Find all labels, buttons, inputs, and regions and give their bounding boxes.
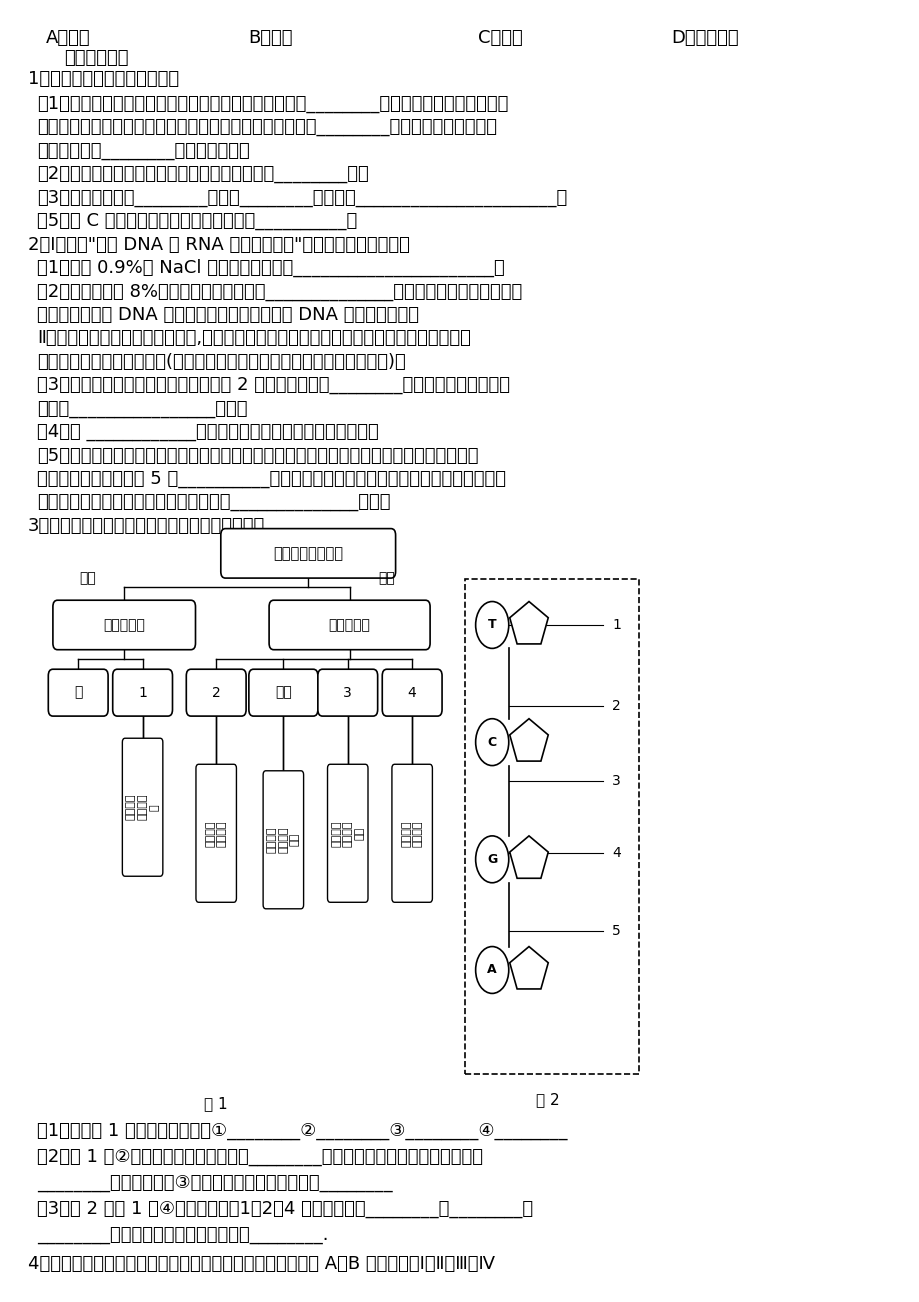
Text: （3）血液凝固时，________水变成________水，说明______________________。: （3）血液凝固时，________水变成________水，说明________…	[37, 189, 566, 207]
FancyBboxPatch shape	[382, 669, 442, 716]
FancyBboxPatch shape	[391, 764, 432, 902]
Text: 组成细胞的化合物: 组成细胞的化合物	[273, 546, 343, 561]
Text: 生命活动
的主要承
担者: 生命活动 的主要承 担者	[331, 820, 364, 846]
Text: 1．请回答下列有关水的问题：: 1．请回答下列有关水的问题：	[28, 70, 178, 89]
Text: 3．完成下面有关组成细胞主要化合物的概念图：: 3．完成下面有关组成细胞主要化合物的概念图：	[28, 517, 265, 535]
Text: 1: 1	[611, 618, 620, 631]
FancyBboxPatch shape	[327, 764, 368, 902]
Text: ________，举一例说明③在生命活动所承担的功能：________: ________，举一例说明③在生命活动所承担的功能：________	[37, 1174, 392, 1193]
Text: 4．如图表示细胞内某些有机物的元素组成和功能关系，其中 A、B 代表元素，Ⅰ、Ⅱ、Ⅲ、Ⅳ: 4．如图表示细胞内某些有机物的元素组成和功能关系，其中 A、B 代表元素，Ⅰ、Ⅱ…	[28, 1255, 494, 1273]
Text: 分为: 分为	[378, 572, 394, 585]
Circle shape	[475, 602, 508, 648]
Text: 1: 1	[138, 686, 147, 699]
FancyBboxPatch shape	[186, 669, 246, 716]
Text: 3: 3	[343, 686, 352, 699]
Polygon shape	[509, 602, 548, 644]
Text: A．升高: A．升高	[46, 29, 91, 47]
Circle shape	[475, 836, 508, 883]
Text: 2: 2	[211, 686, 221, 699]
Text: （3）图 2 为图 1 中④的一条长链，1、2、4 的名称分别是________、________、: （3）图 2 为图 1 中④的一条长链，1、2、4 的名称分别是________…	[37, 1200, 532, 1219]
Text: 5: 5	[611, 924, 620, 937]
Polygon shape	[509, 836, 548, 879]
Text: A: A	[487, 963, 496, 976]
Text: （1）农民将新收获的种子放在场院晒，是为了除去部分________，然后再将其储存。这样做: （1）农民将新收获的种子放在场院晒，是为了除去部分________，然后再将其储…	[37, 95, 507, 113]
Text: 分为: 分为	[79, 572, 96, 585]
Polygon shape	[509, 719, 548, 762]
Text: 同的试管中，分别滴加 5 滴__________溶液，充分摇匀，静置半小时。向静置后的反应液: 同的试管中，分别滴加 5 滴__________溶液，充分摇匀，静置半小时。向静…	[37, 470, 505, 488]
Text: （2）图 1 的②中被称为生命的燃料的是________，脂质中构成细胞膜重要成分的是: （2）图 1 的②中被称为生命的燃料的是________，脂质中构成细胞膜重要成…	[37, 1148, 482, 1167]
Circle shape	[475, 947, 508, 993]
Bar	[464, 579, 639, 1074]
FancyBboxPatch shape	[122, 738, 163, 876]
Text: ________．该结构中特有的碱基名称是________.: ________．该结构中特有的碱基名称是________.	[37, 1226, 328, 1245]
Circle shape	[475, 719, 508, 766]
FancyBboxPatch shape	[318, 669, 377, 716]
Text: （5）由 C 构成的植物细胞内的结构物质是__________。: （5）由 C 构成的植物细胞内的结构物质是__________。	[37, 212, 357, 230]
FancyBboxPatch shape	[53, 600, 196, 650]
FancyBboxPatch shape	[248, 669, 318, 716]
Text: （1）使用 0.9%的 NaCl 溶液的原因是维持______________________。: （1）使用 0.9%的 NaCl 溶液的原因是维持_______________…	[37, 259, 504, 277]
Text: 有机化合物: 有机化合物	[328, 618, 370, 631]
Text: 有两个目的，一是防止水分过多而霉变；二是可降低种子的________作用，从而减少有机物: 有两个目的，一是防止水分过多而霉变；二是可降低种子的________作用，从而减…	[37, 118, 496, 137]
Text: 无机化合物: 无机化合物	[103, 618, 145, 631]
Text: 遗传信息
的携带者: 遗传信息 的携带者	[401, 820, 423, 846]
Text: Ⅱ．现有无标签的稀蛋清，葡萄糖,淀粉和淀粉酶溶液各一瓶，可用双缩脲试剂，斐林试剂和: Ⅱ．现有无标签的稀蛋清，葡萄糖,淀粉和淀粉酶溶液各一瓶，可用双缩脲试剂，斐林试剂…	[37, 329, 471, 348]
Text: 3: 3	[611, 775, 620, 788]
Text: （3）用一种试剂将上述四种溶液区分为 2 组，这种试剂是________，其中发生显色反应的: （3）用一种试剂将上述四种溶液区分为 2 组，这种试剂是________，其中发…	[37, 376, 509, 395]
Text: 时使染色质中的 DNA 与蛋白质分离分离，有利于 DNA 与染色剂结合。: 时使染色质中的 DNA 与蛋白质分离分离，有利于 DNA 与染色剂结合。	[37, 306, 418, 324]
Text: G: G	[486, 853, 497, 866]
Text: 生命活动
的主要承
担者: 生命活动 的主要承 担者	[267, 827, 300, 853]
Text: 4: 4	[611, 846, 620, 859]
Text: 一组是________________溶液。: 一组是________________溶液。	[37, 400, 247, 418]
FancyBboxPatch shape	[49, 669, 108, 716]
Polygon shape	[509, 947, 548, 990]
Text: 的消耗。说明________水多代谢旺盛。: 的消耗。说明________水多代谢旺盛。	[37, 142, 249, 160]
Text: 2: 2	[611, 699, 620, 712]
Text: 二、非选择题: 二、非选择题	[64, 49, 129, 68]
Text: （5）区分发生显色反应一组溶液的方法及鉴定结果是：显色组的两种溶液各取少许，置于不: （5）区分发生显色反应一组溶液的方法及鉴定结果是：显色组的两种溶液各取少许，置于…	[37, 447, 478, 465]
Text: B．下降: B．下降	[248, 29, 292, 47]
Text: 图 2: 图 2	[535, 1092, 559, 1108]
Text: （2）水解时加入 8%盐酸的目的是：盐酸能______________，加速染色剂进入细胞，同: （2）水解时加入 8%盐酸的目的是：盐酸能______________，加速染色…	[37, 283, 521, 301]
Text: 脂质: 脂质	[275, 686, 291, 699]
Text: T: T	[487, 618, 496, 631]
FancyBboxPatch shape	[221, 529, 395, 578]
Text: 4: 4	[407, 686, 416, 699]
Text: 中加入斐林试剂，出现砖红色沉淀的即为______________溶液。: 中加入斐林试剂，出现砖红色沉淀的即为______________溶液。	[37, 493, 390, 512]
Text: （4）用 ____________试剂区分不发生显色反应的一组溶液。: （4）用 ____________试剂区分不发生显色反应的一组溶液。	[37, 423, 378, 441]
Text: 重要的有
机化合物: 重要的有 机化合物	[205, 820, 227, 846]
Text: （1）写出图 1 中化合物的名称：①________②________③________④________: （1）写出图 1 中化合物的名称：①________②________③____…	[37, 1122, 567, 1141]
Text: 图 1: 图 1	[204, 1096, 228, 1112]
Text: 主要的能
源储备物
质: 主要的能 源储备物 质	[126, 794, 159, 820]
Text: C．不变: C．不变	[478, 29, 523, 47]
Text: （2）如果将晒过的种子再用火烤，失去的主要是________水。: （2）如果将晒过的种子再用火烤，失去的主要是________水。	[37, 165, 369, 184]
FancyBboxPatch shape	[113, 669, 173, 716]
Text: C: C	[487, 736, 496, 749]
Text: 水: 水	[74, 686, 83, 699]
Text: 2．Ⅰ．根据"观察 DNA 和 RNA 在细胞中分布"的实验回答下列问题：: 2．Ⅰ．根据"观察 DNA 和 RNA 在细胞中分布"的实验回答下列问题：	[28, 236, 409, 254]
FancyBboxPatch shape	[263, 771, 303, 909]
FancyBboxPatch shape	[269, 600, 430, 650]
FancyBboxPatch shape	[196, 764, 236, 902]
Text: 淀粉溶液将他们鉴别出来。(注：淀粉酶是蛋白质，可将淀粉分解成麦芽糖)。: 淀粉溶液将他们鉴别出来。(注：淀粉酶是蛋白质，可将淀粉分解成麦芽糖)。	[37, 353, 405, 371]
Text: D．波动不大: D．波动不大	[671, 29, 739, 47]
